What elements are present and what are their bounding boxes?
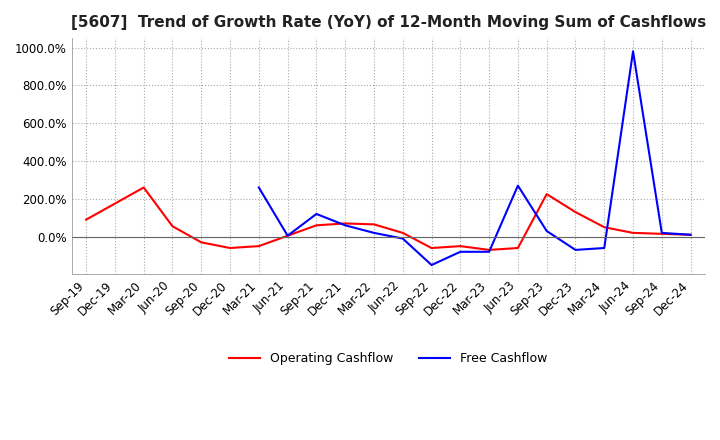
Operating Cashflow xyxy=(513,246,522,251)
Operating Cashflow xyxy=(140,185,148,190)
Free Cashflow xyxy=(456,249,464,254)
Free Cashflow xyxy=(398,236,407,241)
Title: [5607]  Trend of Growth Rate (YoY) of 12-Month Moving Sum of Cashflows: [5607] Trend of Growth Rate (YoY) of 12-… xyxy=(71,15,706,30)
Operating Cashflow xyxy=(686,232,695,238)
Operating Cashflow xyxy=(197,240,206,245)
Operating Cashflow xyxy=(456,243,464,249)
Line: Free Cashflow: Free Cashflow xyxy=(258,51,690,265)
Free Cashflow xyxy=(341,223,349,228)
Operating Cashflow xyxy=(168,224,177,229)
Operating Cashflow xyxy=(629,230,637,235)
Free Cashflow xyxy=(571,247,580,253)
Free Cashflow xyxy=(600,246,608,251)
Line: Operating Cashflow: Operating Cashflow xyxy=(86,187,690,250)
Free Cashflow xyxy=(513,183,522,188)
Operating Cashflow xyxy=(369,222,378,227)
Free Cashflow xyxy=(254,185,263,190)
Free Cashflow xyxy=(283,233,292,238)
Free Cashflow xyxy=(542,228,551,234)
Operating Cashflow xyxy=(226,246,235,251)
Operating Cashflow xyxy=(485,247,493,253)
Free Cashflow xyxy=(427,262,436,268)
Operating Cashflow xyxy=(427,246,436,251)
Free Cashflow xyxy=(629,49,637,54)
Free Cashflow xyxy=(485,249,493,254)
Operating Cashflow xyxy=(111,201,120,206)
Operating Cashflow xyxy=(657,231,666,236)
Operating Cashflow xyxy=(82,217,91,222)
Operating Cashflow xyxy=(571,209,580,215)
Operating Cashflow xyxy=(341,221,349,226)
Operating Cashflow xyxy=(600,224,608,230)
Operating Cashflow xyxy=(254,243,263,249)
Operating Cashflow xyxy=(312,223,320,228)
Operating Cashflow xyxy=(542,191,551,197)
Free Cashflow xyxy=(369,230,378,235)
Operating Cashflow xyxy=(283,233,292,238)
Operating Cashflow xyxy=(398,230,407,235)
Free Cashflow xyxy=(686,232,695,238)
Free Cashflow xyxy=(657,230,666,235)
Free Cashflow xyxy=(312,211,320,216)
Legend: Operating Cashflow, Free Cashflow: Operating Cashflow, Free Cashflow xyxy=(224,347,552,370)
